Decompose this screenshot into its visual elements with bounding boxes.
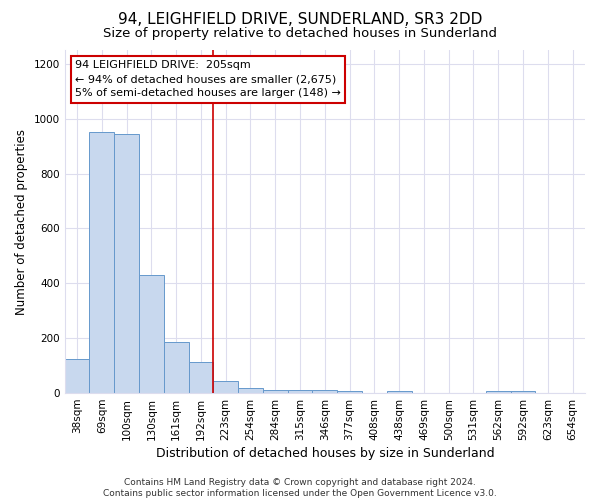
- Bar: [337, 391, 362, 393]
- Text: 94 LEIGHFIELD DRIVE:  205sqm
← 94% of detached houses are smaller (2,675)
5% of : 94 LEIGHFIELD DRIVE: 205sqm ← 94% of det…: [75, 60, 341, 98]
- Bar: [387, 391, 412, 393]
- Y-axis label: Number of detached properties: Number of detached properties: [15, 128, 28, 314]
- Bar: [114, 134, 139, 393]
- Bar: [238, 388, 263, 393]
- Bar: [287, 390, 313, 393]
- Bar: [313, 390, 337, 393]
- Text: Size of property relative to detached houses in Sunderland: Size of property relative to detached ho…: [103, 28, 497, 40]
- Bar: [511, 391, 535, 393]
- Bar: [214, 380, 238, 393]
- Text: Contains HM Land Registry data © Crown copyright and database right 2024.
Contai: Contains HM Land Registry data © Crown c…: [103, 478, 497, 498]
- Bar: [139, 275, 164, 393]
- Bar: [188, 362, 214, 393]
- X-axis label: Distribution of detached houses by size in Sunderland: Distribution of detached houses by size …: [155, 447, 494, 460]
- Bar: [164, 342, 188, 393]
- Bar: [89, 132, 114, 393]
- Bar: [263, 390, 287, 393]
- Bar: [65, 359, 89, 393]
- Bar: [486, 391, 511, 393]
- Text: 94, LEIGHFIELD DRIVE, SUNDERLAND, SR3 2DD: 94, LEIGHFIELD DRIVE, SUNDERLAND, SR3 2D…: [118, 12, 482, 28]
